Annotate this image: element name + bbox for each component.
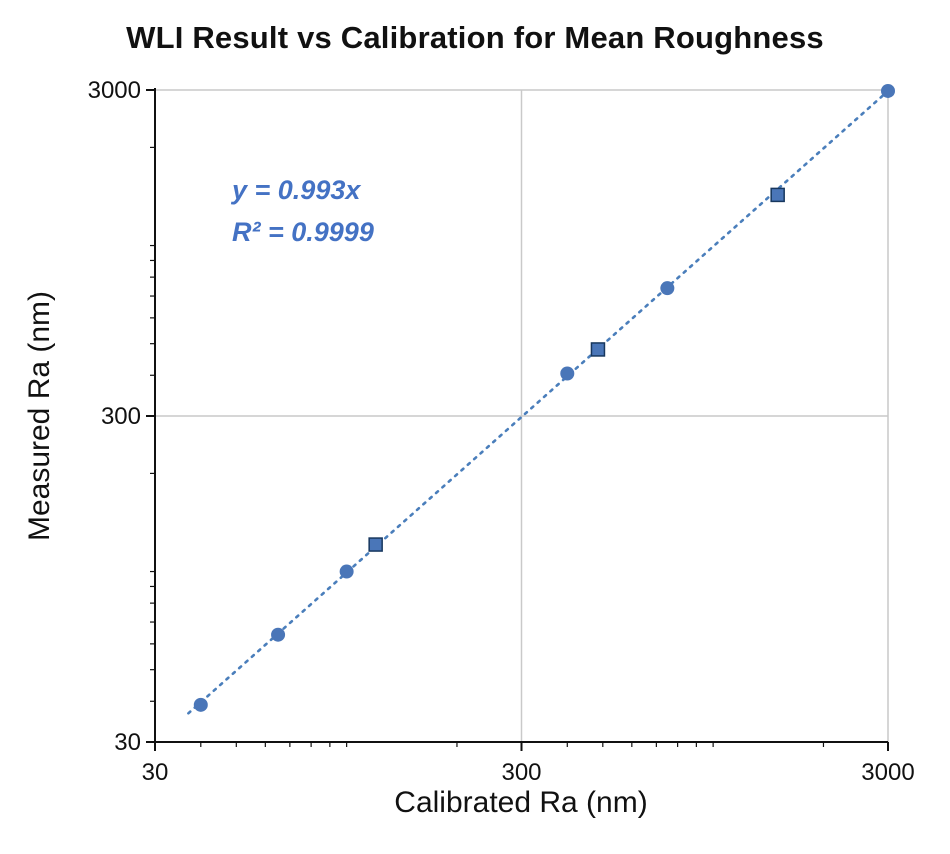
x-tick-label: 30	[142, 759, 169, 786]
y-tick-label: 300	[101, 403, 141, 430]
r-squared-value: R² = 0.9999	[232, 216, 374, 247]
chart-title: WLI Result vs Calibration for Mean Rough…	[126, 20, 824, 55]
x-tick-label: 300	[501, 759, 541, 786]
data-point-circle	[193, 697, 208, 712]
data-point-circle	[560, 366, 575, 381]
data-point-circle	[339, 564, 354, 579]
trendline-annotation: y = 0.993x R² = 0.9999	[232, 170, 374, 254]
x-tick-label: 3000	[861, 759, 914, 786]
y-axis-label: Measured Ra (nm)	[23, 290, 56, 542]
data-point-square	[770, 187, 785, 203]
y-tick-label: 30	[114, 729, 141, 756]
data-point-circle	[660, 281, 675, 296]
data-point-circle	[881, 83, 895, 98]
trend-equation: y = 0.993x	[232, 175, 361, 205]
data-point-circle	[271, 627, 286, 642]
y-tick-label: 3000	[88, 77, 141, 104]
data-point-square	[590, 342, 606, 357]
x-axis-label: Calibrated Ra (nm)	[394, 786, 648, 819]
data-point-square	[368, 537, 383, 552]
